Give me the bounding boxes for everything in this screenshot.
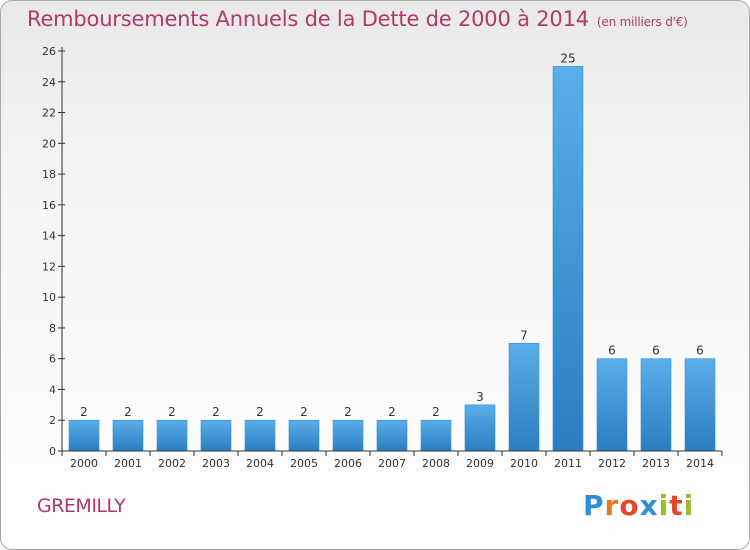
y-tick-label: 14 [42,230,56,243]
chart-title: Remboursements Annuels de la Dette de 20… [27,7,688,31]
x-tick-label: 2009 [466,457,494,470]
data-label: 2 [256,405,264,419]
y-tick-label: 0 [49,445,56,458]
x-tick-label: 2006 [334,457,362,470]
place-name: GREMILLY [37,495,126,517]
data-label: 3 [476,390,484,404]
y-tick-label: 24 [42,76,56,89]
bar-2014 [684,358,716,452]
y-tick-label: 2 [49,414,56,427]
logo-letter: i [658,489,670,522]
logo-letter: x [639,489,659,522]
data-label: 6 [696,344,704,358]
data-label: 2 [168,405,176,419]
data-label: 25 [560,51,575,65]
data-label: 2 [80,405,88,419]
data-label: 2 [344,405,352,419]
bar-2006 [332,419,364,452]
bar-2002 [156,419,188,452]
bar-2003 [200,419,232,452]
data-label: 6 [652,344,660,358]
y-tick-label: 26 [42,45,56,58]
x-tick-label: 2004 [246,457,274,470]
x-tick-label: 2001 [114,457,142,470]
logo-letter: P [583,489,605,522]
bar-2004 [244,419,276,452]
y-tick-label: 8 [49,322,56,335]
logo-letter: r [604,489,620,522]
data-label: 2 [300,405,308,419]
data-label: 2 [432,405,440,419]
y-tick-label: 16 [42,199,56,212]
x-tick-label: 2010 [510,457,538,470]
bar-2012 [596,358,628,452]
data-label: 7 [520,328,528,342]
x-tick-label: 2000 [70,457,98,470]
y-tick-label: 18 [42,168,56,181]
bars-layer: 2 2 2 2 2 2 2 2 2 3 7 25 6 6 6 [68,51,716,452]
x-tick-label: 2011 [554,457,582,470]
data-label: 6 [608,344,616,358]
y-tick-label: 6 [49,353,56,366]
bar-2009 [464,404,496,452]
bar-2008 [420,419,452,452]
bar-2007 [376,419,408,452]
bar-2001 [112,419,144,452]
y-tick-label: 22 [42,107,56,120]
x-tick-label: 2003 [202,457,230,470]
data-label: 2 [124,405,132,419]
x-tick-label: 2007 [378,457,406,470]
bar-2010 [508,343,540,452]
bar-2000 [68,419,100,452]
y-tick-label: 4 [49,383,56,396]
chart-subtitle: (en milliers d'€) [596,15,688,29]
bar-2013 [640,358,672,452]
x-tick-label: 2012 [598,457,626,470]
logo-letter: o [619,489,640,522]
bar-2011 [552,66,584,452]
x-tick-label: 2008 [422,457,450,470]
proxiti-logo: Proxiti [583,489,694,522]
x-tick-label: 2014 [686,457,714,470]
data-label: 2 [212,405,220,419]
y-tick-label: 10 [42,291,56,304]
x-tick-label: 2002 [158,457,186,470]
bar-2005 [288,419,320,452]
x-tick-label: 2013 [642,457,670,470]
chart-title-text: Remboursements Annuels de la Dette de 20… [27,7,589,31]
y-tick-label: 20 [42,137,56,150]
x-tick-label: 2005 [290,457,318,470]
logo-letter: i [683,489,695,522]
y-tick-label: 12 [42,260,56,273]
data-label: 2 [388,405,396,419]
logo-letter: t [669,489,684,522]
